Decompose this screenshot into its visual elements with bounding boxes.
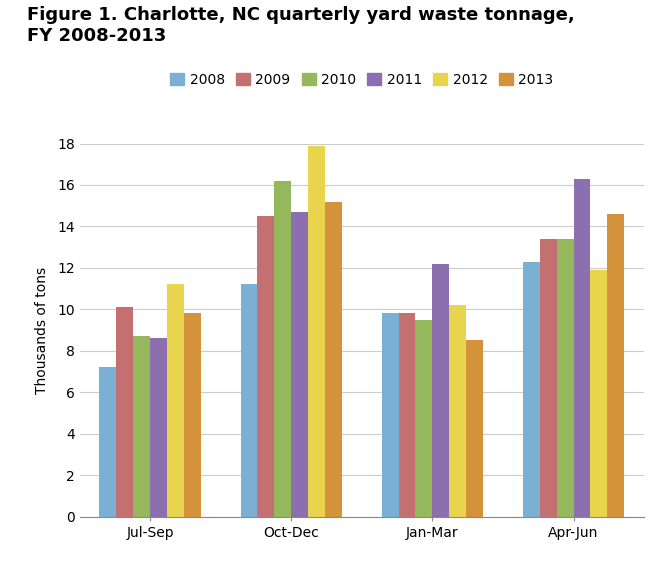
Bar [432, 263, 450, 517]
Bar [590, 270, 608, 517]
Bar [398, 313, 416, 517]
Bar [258, 216, 274, 517]
Bar [574, 179, 590, 517]
Bar [523, 262, 540, 517]
Bar [274, 181, 291, 517]
Bar [466, 340, 483, 517]
Bar [100, 367, 116, 517]
Bar [133, 336, 150, 517]
Bar [540, 239, 556, 517]
Bar [116, 307, 133, 517]
Bar [240, 285, 258, 517]
Text: Figure 1. Charlotte, NC quarterly yard waste tonnage,
FY 2008-2013: Figure 1. Charlotte, NC quarterly yard w… [27, 6, 574, 45]
Bar [308, 146, 325, 517]
Legend: 2008, 2009, 2010, 2011, 2012, 2013: 2008, 2009, 2010, 2011, 2012, 2013 [166, 68, 558, 91]
Bar [416, 320, 432, 517]
Bar [382, 313, 398, 517]
Bar [325, 201, 342, 517]
Bar [291, 212, 308, 517]
Bar [184, 313, 201, 517]
Bar [608, 214, 624, 517]
Bar [150, 338, 167, 517]
Bar [167, 285, 184, 517]
Y-axis label: Thousands of tons: Thousands of tons [35, 266, 48, 394]
Bar [556, 239, 574, 517]
Bar [450, 305, 466, 517]
